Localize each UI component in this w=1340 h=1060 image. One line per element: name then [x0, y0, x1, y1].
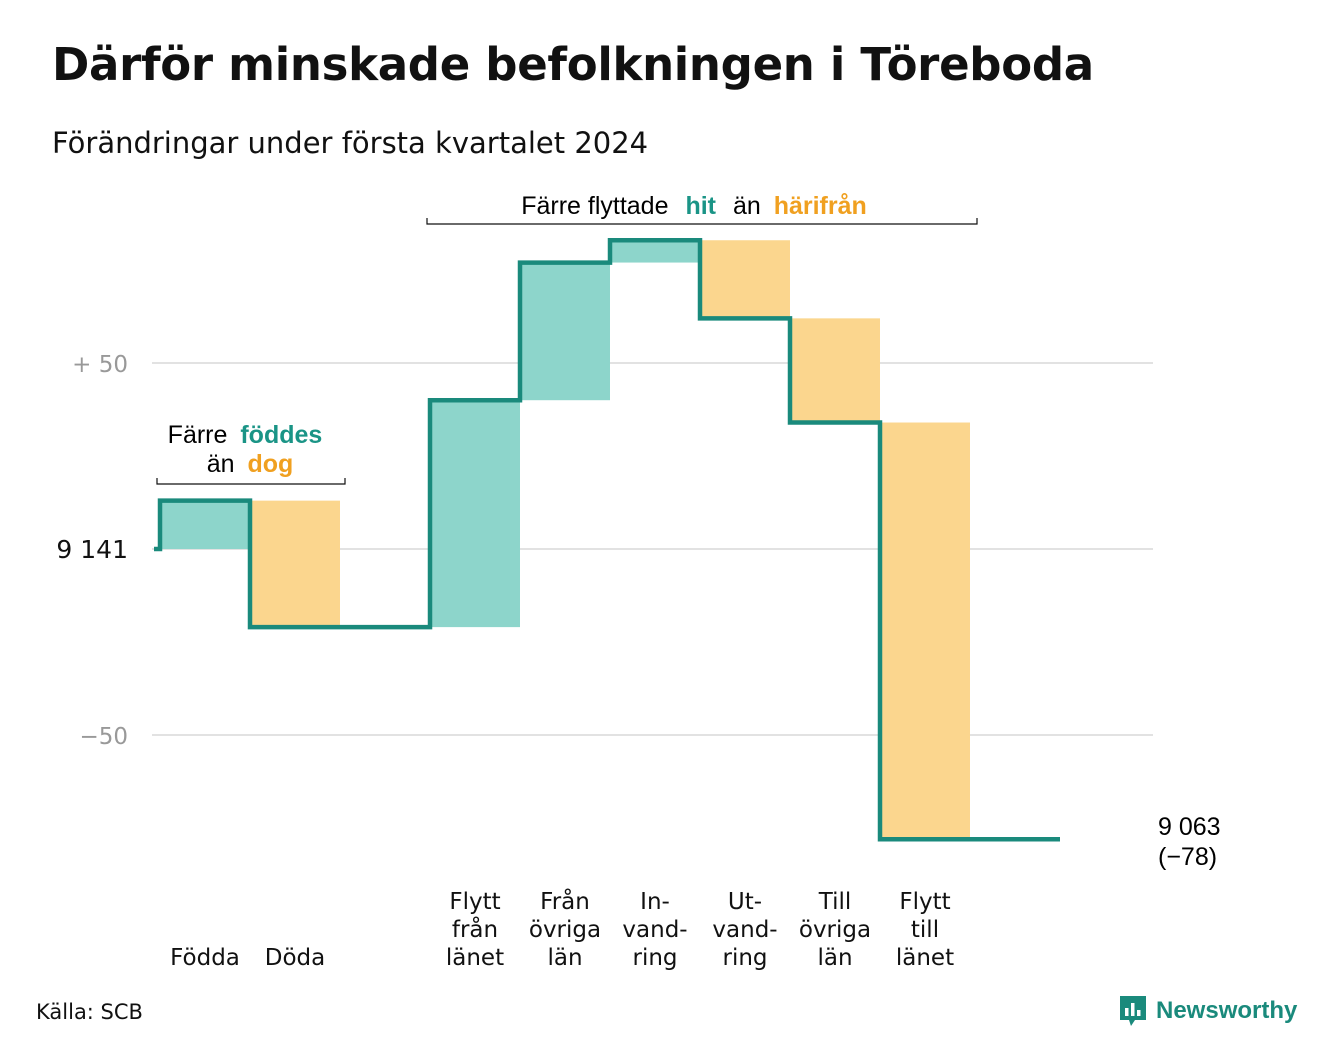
x-tick-label: Från övriga län: [529, 887, 601, 971]
annotation-middle: än: [733, 192, 761, 220]
y-axis-labels: + 50 9 141 −50: [56, 352, 128, 750]
brand-name: Newsworthy: [1156, 997, 1298, 1024]
bar-in: [610, 240, 700, 263]
y-tick-label: + 50: [72, 352, 128, 378]
y-tick-label: 9 141: [56, 535, 128, 564]
x-tick-label: Flytt från länet: [446, 889, 504, 971]
x-tick-label: Till övriga län: [799, 889, 871, 971]
brand-logo: Newsworthy: [1118, 994, 1297, 1028]
end-change: (−78): [1158, 843, 1217, 871]
annotation-highlight-in: hit: [685, 192, 716, 220]
annotation-prefix: Färre flyttade: [521, 192, 668, 220]
running-total-line: [154, 237, 1060, 842]
migration-annotation: Färre flyttade hit än härifrån: [426, 192, 978, 225]
annotation-highlight-out: härifrån: [774, 192, 867, 220]
chart-subtitle: Förändringar under första kvartalet 2024: [52, 126, 649, 160]
newsworthy-logo-icon: [1120, 996, 1146, 1026]
annotation-bracket: [426, 218, 978, 225]
x-tick-label: Födda: [170, 945, 240, 971]
x-tick-label: In-vand-ring: [622, 889, 687, 971]
chart-title: Därför minskade befolkningen i Töreboda: [52, 38, 1094, 91]
bars: [160, 240, 970, 840]
annotation-highlight-in: föddes: [240, 421, 322, 449]
source-note: Källa: SCB: [36, 1000, 143, 1024]
svg-text:än dog: än dog: [207, 450, 294, 478]
annotation-prefix: än: [207, 450, 235, 478]
end-total: 9 063: [1158, 813, 1221, 841]
waterfall-chart: + 50 9 141 −50 Födda Döda Flytt från länet Från…: [56, 192, 1221, 971]
end-value-label: 9 063 (−78): [1158, 813, 1221, 871]
x-tick-label: Döda: [265, 945, 325, 971]
x-tick-label: Flytt till länet: [896, 889, 954, 971]
y-tick-label: −50: [79, 724, 128, 750]
bar-in: [430, 400, 520, 628]
bar-out: [250, 500, 340, 628]
x-tick-label: Ut-vand-ring: [712, 889, 777, 971]
annotation-prefix: Färre: [168, 421, 228, 449]
bar-out: [700, 240, 790, 319]
bar-out: [880, 422, 970, 840]
bar-in: [520, 262, 610, 401]
bar-out: [790, 318, 880, 423]
x-axis-labels: Födda Döda Flytt från länet Från övriga län In-v…: [170, 887, 954, 971]
svg-text:Färre flyttade hit: Färre flyttade hit än härifrån: [521, 192, 867, 220]
births-deaths-annotation: Färre föddes än dog: [156, 421, 346, 485]
svg-text:Färre föddes: Färre föddes: [168, 421, 323, 449]
annotation-bracket: [156, 478, 346, 485]
annotation-highlight-out: dog: [247, 450, 293, 478]
bar-in: [160, 500, 250, 549]
